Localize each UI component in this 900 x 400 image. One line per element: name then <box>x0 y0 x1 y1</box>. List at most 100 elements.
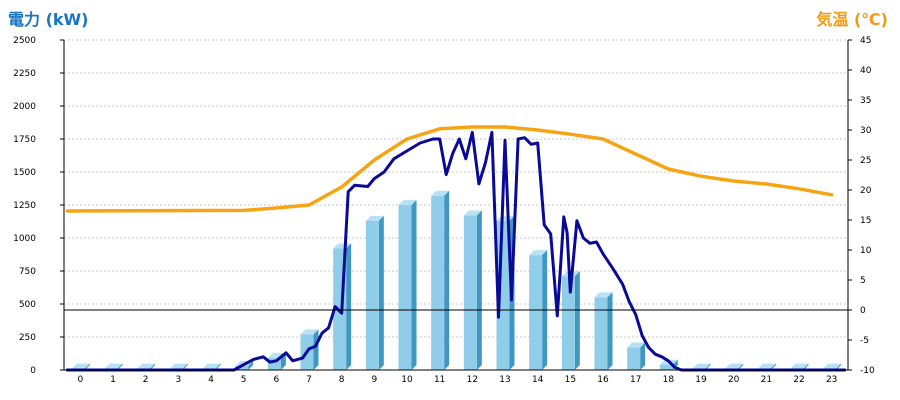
x-tick-label: 0 <box>77 375 83 385</box>
x-tick-label: 10 <box>401 375 413 385</box>
x-tick-label: 15 <box>565 375 576 385</box>
x-tick-label: 22 <box>793 375 804 385</box>
power-bar-side <box>444 190 450 370</box>
power-bar-side <box>248 361 254 370</box>
x-tick-label: 8 <box>339 375 345 385</box>
right-tick-label: 45 <box>860 36 871 46</box>
x-tick-label: 6 <box>273 375 279 385</box>
right-tick-label: -10 <box>860 366 875 376</box>
power-bar-top <box>823 363 842 369</box>
right-tick-label: 15 <box>860 216 871 226</box>
right-tick-label: 25 <box>860 156 871 166</box>
power-bar-side <box>738 363 744 370</box>
x-tick-label: 13 <box>499 375 510 385</box>
x-tick-label: 23 <box>826 375 837 385</box>
power-bar-top <box>104 363 123 369</box>
left-tick-label: 0 <box>30 366 36 376</box>
power-bar <box>431 195 445 370</box>
x-tick-label: 20 <box>728 375 740 385</box>
power-bar-side <box>378 215 384 370</box>
power-bar-top <box>725 363 744 369</box>
power-bar <box>398 205 412 370</box>
right-tick-label: 40 <box>860 66 872 76</box>
power-bar-top <box>790 363 809 369</box>
power-bar <box>659 364 673 370</box>
power-bar-top <box>627 342 646 348</box>
right-tick-label: 30 <box>860 126 872 136</box>
power-bar-top <box>202 363 221 369</box>
right-tick-label: 5 <box>860 276 866 286</box>
temperature-line-layer <box>65 125 834 213</box>
axes-layer <box>60 39 852 371</box>
power-bar-side <box>411 200 417 370</box>
power-bar <box>365 220 379 370</box>
power-bar-side <box>313 329 319 370</box>
x-tick-label: 5 <box>241 375 247 385</box>
power-bar-top <box>398 200 417 205</box>
power-bar-side <box>84 363 90 370</box>
right-tick-label: 35 <box>860 96 871 106</box>
power-bar-side <box>803 363 809 370</box>
power-bar-top <box>365 215 384 221</box>
power-bar-top <box>757 363 776 369</box>
x-tick-label: 3 <box>175 375 181 385</box>
power-bar <box>561 276 575 370</box>
power-bar-side <box>574 271 580 370</box>
power-bar-side <box>607 292 613 370</box>
temperature-axis-title: 気温 (℃) <box>816 10 888 29</box>
power-bar-side <box>705 363 711 370</box>
power-bar-top <box>692 363 711 369</box>
left-tick-label: 250 <box>19 333 36 343</box>
x-tick-label: 7 <box>306 375 312 385</box>
x-tick-label: 1 <box>110 375 116 385</box>
power-bar-top <box>71 363 90 369</box>
power-axis-title: 電力 (kW) <box>8 10 89 29</box>
power-bar-top <box>169 363 188 369</box>
power-bar-side <box>182 363 188 370</box>
power-bar-side <box>117 363 123 370</box>
left-tick-label: 750 <box>19 267 36 277</box>
x-tick-label: 21 <box>761 375 772 385</box>
power-bar-side <box>770 363 776 370</box>
power-bar-top <box>529 250 548 256</box>
right-tick-label: 20 <box>860 186 872 196</box>
left-tick-label: 500 <box>19 300 36 310</box>
right-tick-label: 10 <box>860 246 872 256</box>
x-tick-label: 11 <box>434 375 445 385</box>
power-bar-side <box>836 363 842 370</box>
power-bar-side <box>150 363 156 370</box>
power-bar-side <box>346 243 352 370</box>
left-tick-label: 2250 <box>13 69 36 79</box>
power-bar-side <box>640 342 646 370</box>
temperature-series-line <box>65 125 834 213</box>
right-tick-label: -5 <box>860 336 869 346</box>
power-bar-top <box>594 292 613 298</box>
x-tick-label: 17 <box>630 375 641 385</box>
power-bar <box>463 215 477 370</box>
power-bar-side <box>215 363 221 370</box>
power-bars-layer <box>71 190 842 370</box>
power-bar <box>235 366 249 370</box>
power-line-layer <box>65 130 847 372</box>
left-tick-label: 1250 <box>13 201 36 211</box>
left-tick-label: 1750 <box>13 135 36 145</box>
power-bar-top <box>300 329 319 335</box>
x-tick-label: 9 <box>371 375 377 385</box>
left-tick-label: 1500 <box>13 168 36 178</box>
power-bar-top <box>137 363 156 369</box>
left-tick-label: 2000 <box>13 102 36 112</box>
power-bar <box>529 255 543 370</box>
left-tick-label: 1000 <box>13 234 36 244</box>
x-tick-label: 18 <box>663 375 675 385</box>
x-tick-label: 4 <box>208 375 214 385</box>
power-series-line <box>65 130 847 372</box>
power-bar <box>267 358 281 370</box>
right-tick-label: 0 <box>860 306 866 316</box>
power-bar-top <box>431 190 450 196</box>
power-bar-side <box>476 210 482 370</box>
x-tick-label: 2 <box>143 375 149 385</box>
x-tick-label: 12 <box>467 375 478 385</box>
power-bar <box>594 297 608 370</box>
grid-layer <box>64 39 848 338</box>
